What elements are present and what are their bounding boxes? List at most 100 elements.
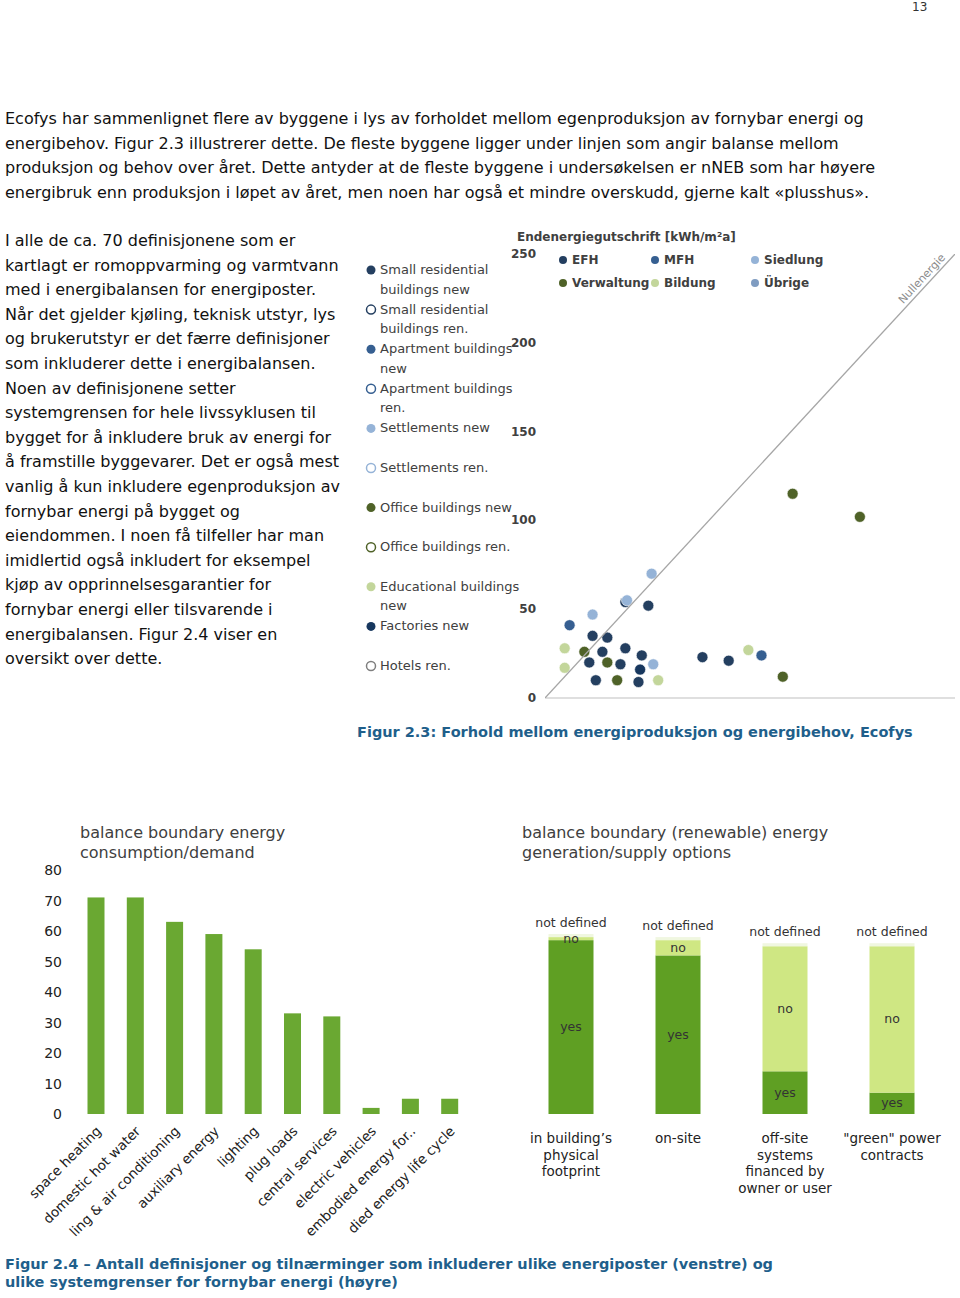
text-line: new — [380, 598, 407, 613]
text-line: footprint — [542, 1163, 600, 1179]
bar-chart: balance boundary energyconsumption/deman… — [25, 823, 458, 1239]
point — [633, 677, 644, 688]
text-line: generation/supply options — [522, 843, 731, 862]
point — [787, 488, 798, 499]
bar — [284, 1013, 301, 1114]
figures: Endenergiegutschrift [kWh/m²a]0501001502… — [0, 0, 960, 1298]
labels: Nullenergie — [896, 251, 948, 306]
text-line: Apartment buildings — [380, 381, 513, 396]
text-line: Small residential — [380, 262, 488, 277]
point — [743, 645, 754, 656]
legend-swatch — [367, 464, 376, 473]
text-line: ren. — [380, 400, 405, 415]
page-number: 13 — [912, 0, 927, 14]
bar-segment — [870, 1093, 915, 1114]
legend-label: Settlements new — [380, 420, 490, 435]
segment-label: not defined — [535, 915, 607, 930]
point — [597, 646, 608, 657]
point — [612, 675, 623, 686]
text-line: Settlements ren. — [380, 460, 488, 475]
legend-swatch — [367, 503, 376, 512]
bar — [245, 949, 262, 1114]
legend-label: Bildung — [664, 276, 716, 290]
legend-label: Apartment buildingsnew — [380, 341, 513, 376]
text-line: in building’s — [530, 1130, 612, 1146]
bar — [127, 897, 144, 1114]
x-axis — [545, 698, 955, 699]
point — [587, 609, 598, 620]
tick-label: 200 — [511, 336, 536, 350]
legend-swatch — [367, 384, 376, 393]
page: 13Ecofys har sammenlignet flere av bygge… — [0, 0, 960, 1298]
legend-swatch — [559, 256, 567, 264]
tick-label: 50 — [44, 954, 62, 970]
point — [587, 630, 598, 641]
point — [602, 657, 613, 668]
category-label: off-sitesystemsfinanced byowner or user — [738, 1130, 832, 1196]
text-line: Office buildings new — [380, 500, 512, 515]
text-line: Educational buildings — [380, 579, 520, 594]
point — [615, 659, 626, 670]
point — [643, 600, 654, 611]
segment-label: yes — [774, 1085, 796, 1100]
legend-swatch — [651, 256, 659, 264]
legend-swatch — [751, 279, 759, 287]
tick-label: 60 — [44, 923, 62, 939]
text-line: on-site — [655, 1130, 701, 1146]
legend-swatch — [651, 279, 659, 287]
point — [756, 650, 767, 661]
legend-label: MFH — [664, 253, 694, 267]
chart-title: balance boundary (renewable) energygener… — [522, 823, 828, 862]
legend-label: Siedlung — [764, 253, 823, 267]
caption: Figur 2.4 – Antall definisjoner og tilnæ… — [5, 1255, 805, 1291]
legend-label: Verwaltung — [572, 276, 649, 290]
point — [653, 675, 664, 686]
text-line: Apartment buildings — [380, 341, 513, 356]
paragraph: I alle de ca. 70 definisjonene som er ka… — [5, 229, 343, 672]
segment-label: not defined — [642, 918, 714, 933]
tick-label: 30 — [44, 1015, 62, 1031]
legend-label: Office buildings new — [380, 500, 512, 515]
plot-area — [88, 897, 459, 1114]
category-label: died energy life cycle — [344, 1123, 458, 1237]
segment-label: not defined — [856, 924, 928, 939]
text-line: balance boundary energy — [80, 823, 285, 842]
legend-swatch — [367, 424, 376, 433]
segment-label: yes — [881, 1095, 903, 1110]
tick-label: 10 — [44, 1076, 62, 1092]
segment-label: no — [670, 940, 686, 955]
bar — [323, 1016, 340, 1114]
chart-title: balance boundary energyconsumption/deman… — [80, 823, 285, 862]
segment-label: yes — [560, 1019, 582, 1034]
point — [636, 650, 647, 661]
point — [635, 664, 646, 675]
segment-label: not defined — [749, 924, 821, 939]
point — [854, 511, 865, 522]
point — [584, 657, 595, 668]
point — [559, 643, 570, 654]
bar — [441, 1099, 458, 1114]
legend-swatch — [367, 582, 376, 591]
text-line: off-site — [762, 1130, 809, 1146]
bar — [205, 934, 222, 1114]
bar-segment — [763, 943, 808, 946]
text-line: contracts — [860, 1147, 923, 1163]
tick-label: 50 — [519, 602, 536, 616]
category-label: "green" powercontracts — [843, 1130, 941, 1163]
axis-title: Endenergiegutschrift [kWh/m²a] — [517, 230, 736, 244]
legend-label: Small residentialbuildings ren. — [380, 302, 488, 337]
legend-label: Settlements ren. — [380, 460, 488, 475]
bar — [88, 897, 105, 1114]
stacked-bar-chart: balance boundary (renewable) energygener… — [522, 823, 941, 1196]
point — [648, 659, 659, 670]
legend-swatch — [559, 279, 567, 287]
legend-swatch — [367, 345, 376, 354]
plot-area — [549, 934, 915, 1114]
segment-label: no — [884, 1011, 900, 1026]
bar-segment — [870, 946, 915, 1092]
text-line: "green" power — [843, 1130, 941, 1146]
point — [590, 675, 601, 686]
plot-area — [545, 254, 955, 698]
text-line: systems — [757, 1147, 813, 1163]
text-line: buildings new — [380, 282, 470, 297]
